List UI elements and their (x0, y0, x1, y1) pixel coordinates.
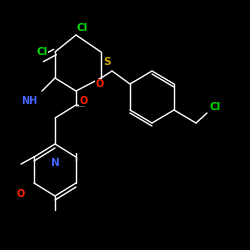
Text: O: O (80, 96, 88, 106)
Text: O: O (96, 79, 104, 89)
Text: Cl: Cl (76, 23, 88, 33)
Text: N: N (50, 158, 59, 168)
Text: S: S (103, 57, 111, 67)
Text: O: O (17, 189, 25, 199)
Text: NH: NH (21, 96, 37, 106)
Text: Cl: Cl (36, 47, 48, 57)
Text: Cl: Cl (210, 102, 221, 112)
